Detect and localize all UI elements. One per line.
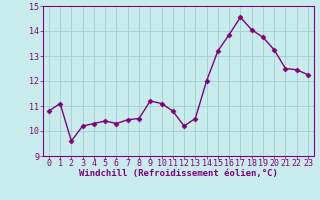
X-axis label: Windchill (Refroidissement éolien,°C): Windchill (Refroidissement éolien,°C) xyxy=(79,169,278,178)
